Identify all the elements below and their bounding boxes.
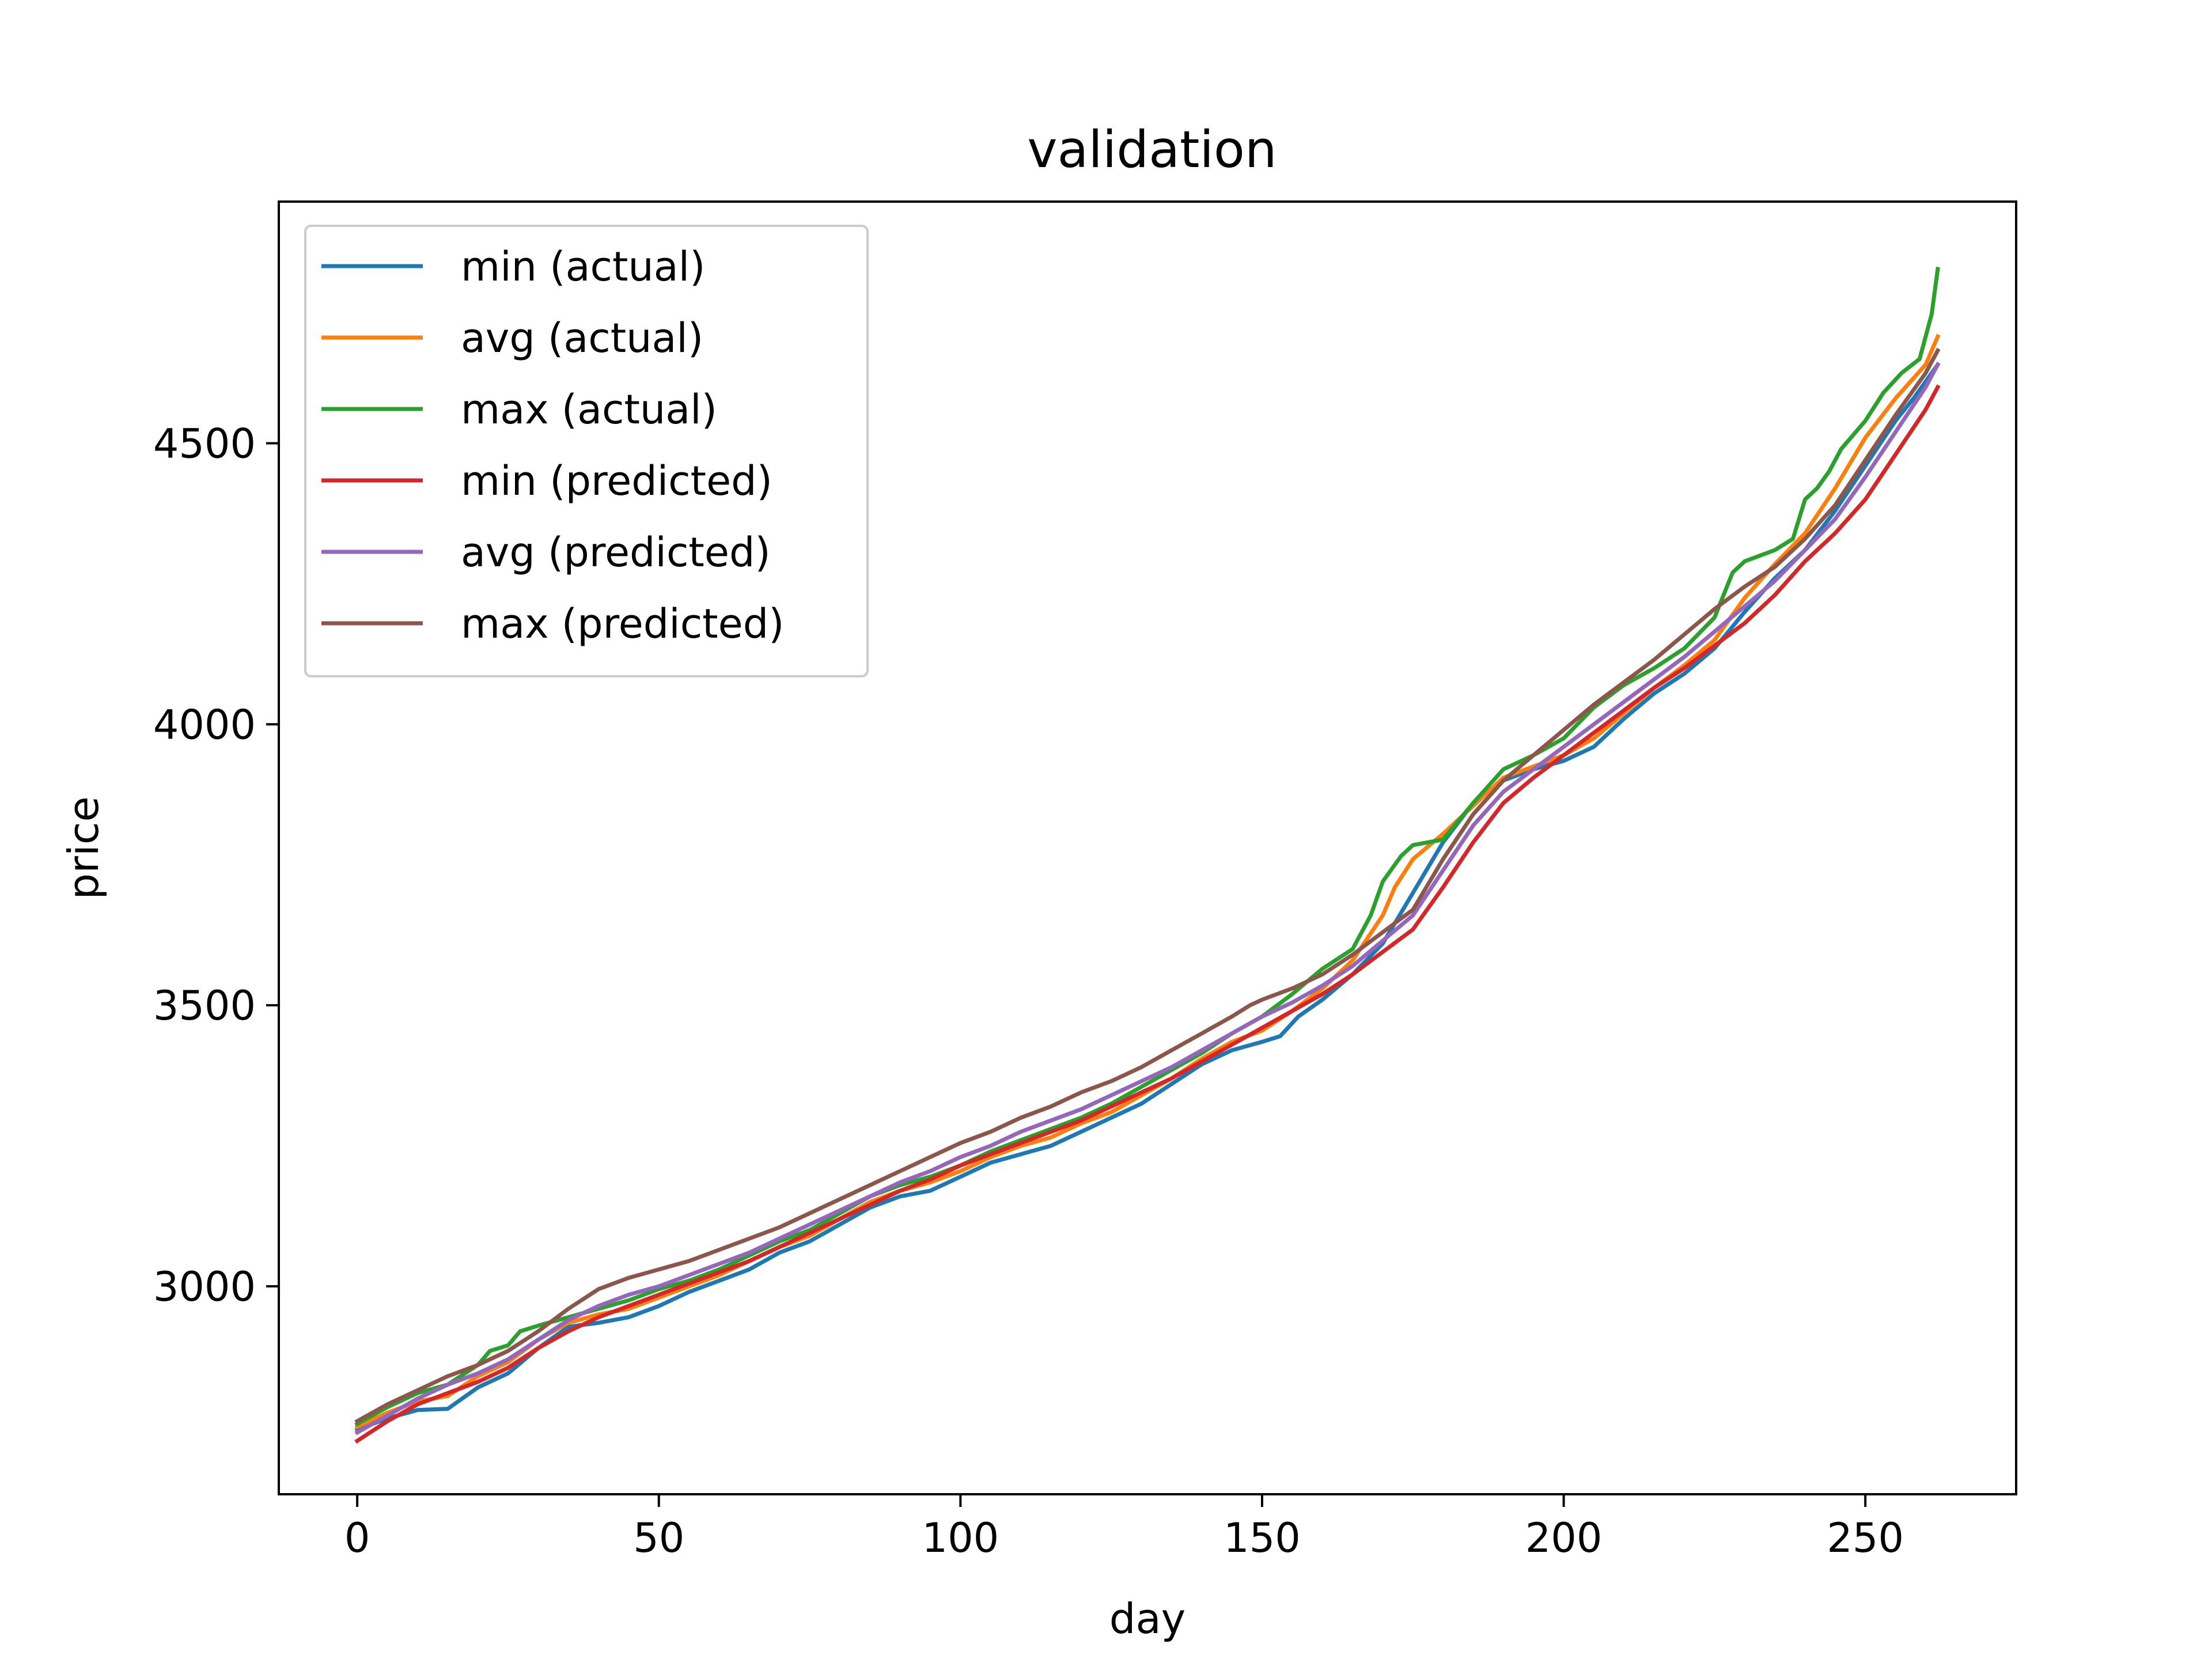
- legend-label-3: min (predicted): [461, 457, 772, 505]
- x-tick-label: 250: [1827, 1514, 1904, 1562]
- x-tick-label: 100: [922, 1514, 999, 1562]
- x-tick-label: 200: [1525, 1514, 1603, 1562]
- y-tick-label: 3000: [153, 1263, 256, 1310]
- series-line-4: [354, 362, 1941, 1435]
- plot-lines: [354, 267, 1941, 1444]
- series-line-3: [354, 384, 1941, 1444]
- y-tick-label: 4500: [153, 421, 256, 468]
- legend: min (actual) avg (actual) max (actual) min …: [304, 225, 869, 677]
- x-tick-label: 150: [1224, 1514, 1301, 1562]
- legend-label-1: avg (actual): [461, 315, 703, 362]
- y-axis: 3000 3500 4000 4500: [153, 421, 279, 1310]
- series-line-5: [354, 347, 1941, 1424]
- x-axis-label: day: [1109, 1594, 1185, 1643]
- legend-label-2: max (actual): [461, 386, 717, 433]
- series-line-0: [354, 362, 1941, 1433]
- legend-box: [304, 225, 869, 677]
- series-line-2: [354, 267, 1940, 1427]
- chart-title: validation: [1027, 120, 1277, 179]
- legend-label-5: max (predicted): [461, 600, 784, 647]
- y-tick-label: 4000: [153, 701, 256, 748]
- x-tick-label: 0: [344, 1514, 370, 1562]
- legend-label-0: min (actual): [461, 243, 705, 290]
- y-axis-label: price: [59, 796, 108, 899]
- legend-label-4: avg (predicted): [461, 529, 771, 576]
- x-tick-label: 50: [633, 1514, 684, 1562]
- y-tick-label: 3500: [153, 982, 256, 1029]
- x-axis: 0 50 100 150 200 250: [344, 1494, 1904, 1562]
- plot-area-frame: [278, 200, 2017, 1495]
